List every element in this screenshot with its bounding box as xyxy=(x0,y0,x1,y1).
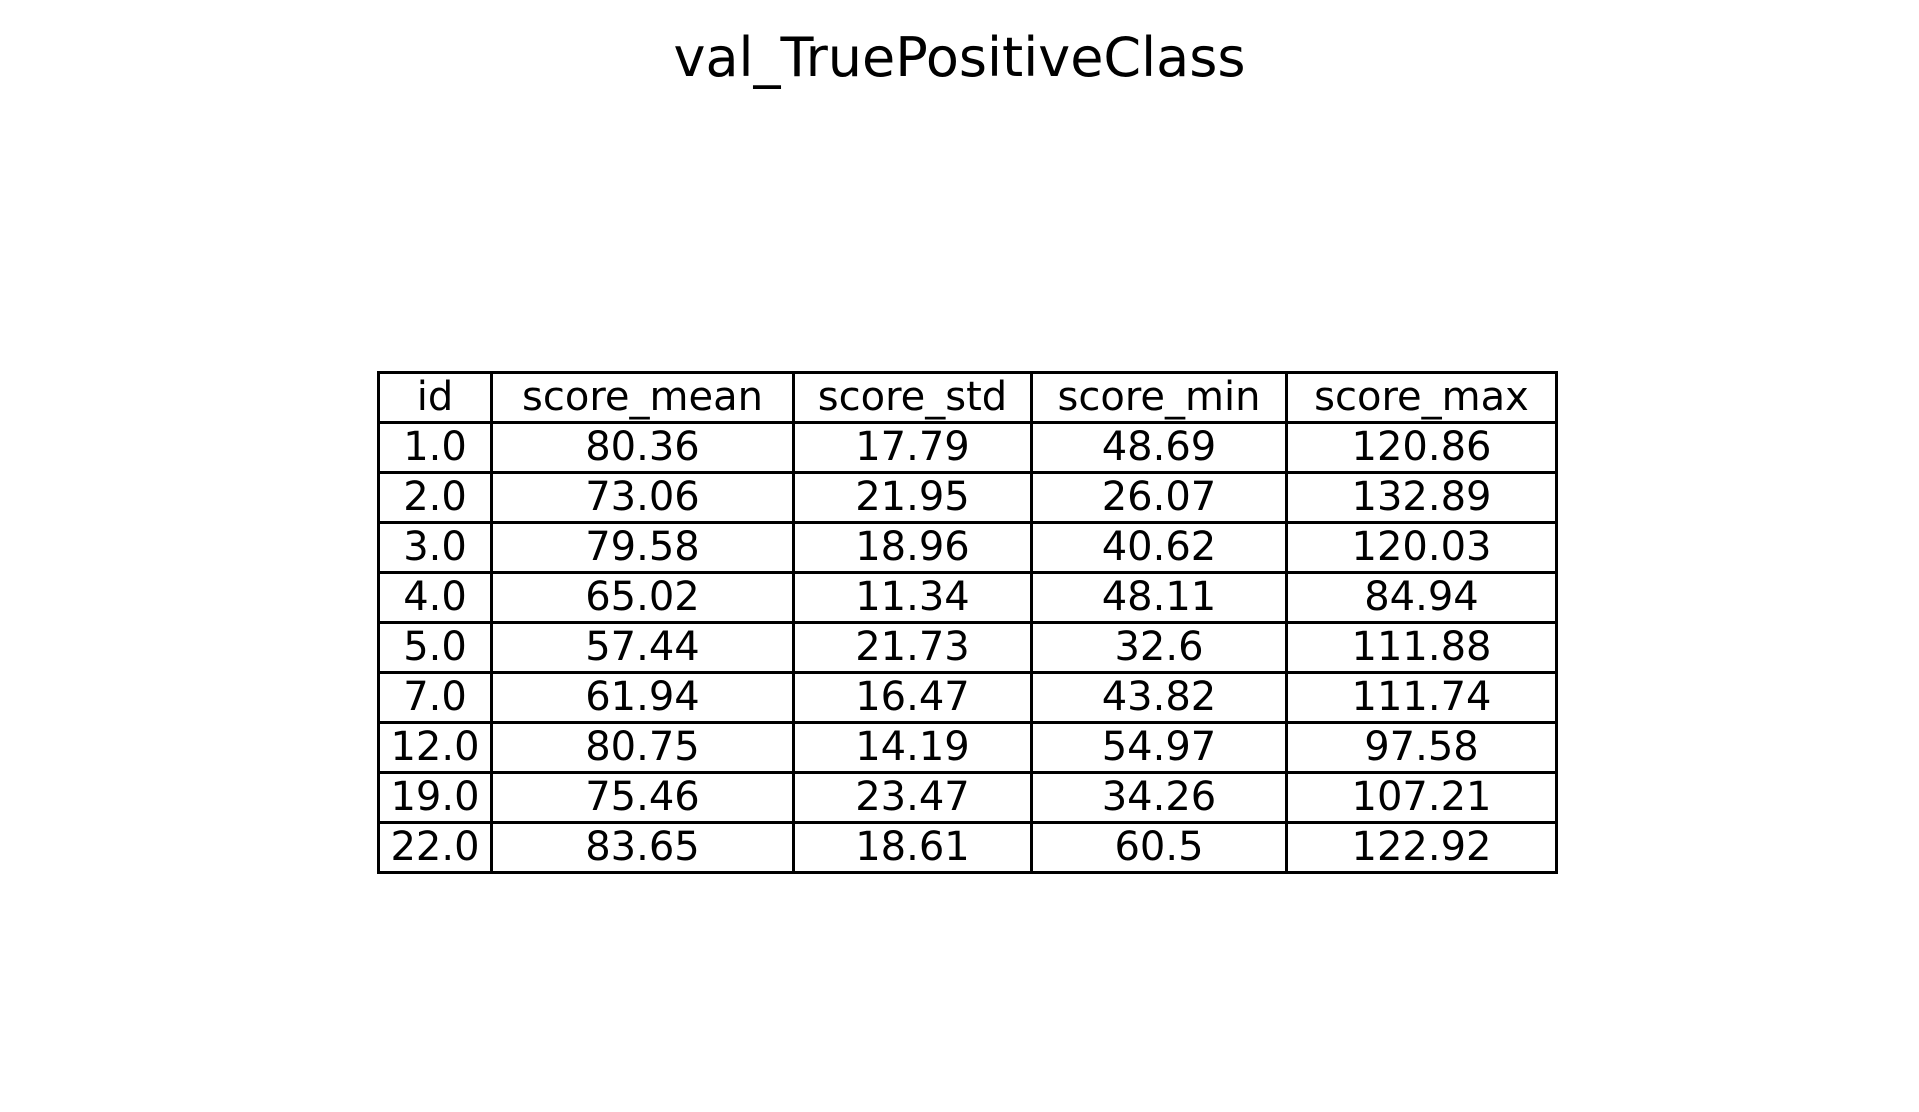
table-row: 7.0 61.94 16.47 43.82 111.74 xyxy=(377,671,1558,724)
table-cell-score-mean: 75.46 xyxy=(490,771,795,824)
table-row: 1.0 80.36 17.79 48.69 120.86 xyxy=(377,421,1558,474)
table-cell-id: 1.0 xyxy=(377,421,493,474)
table-row: 5.0 57.44 21.73 32.6 111.88 xyxy=(377,621,1558,674)
table-row: 2.0 73.06 21.95 26.07 132.89 xyxy=(377,471,1558,524)
table-cell-score-max: 111.88 xyxy=(1285,621,1558,674)
table-cell-score-min: 26.07 xyxy=(1030,471,1288,524)
table-cell-id: 22.0 xyxy=(377,821,493,874)
table-cell-score-mean: 80.36 xyxy=(490,421,795,474)
table-cell-score-std: 21.95 xyxy=(792,471,1033,524)
table-cell-score-max: 122.92 xyxy=(1285,821,1558,874)
table-cell-id: 5.0 xyxy=(377,621,493,674)
column-header-id: id xyxy=(377,371,493,424)
table-cell-score-std: 18.96 xyxy=(792,521,1033,574)
table-cell-score-min: 60.5 xyxy=(1030,821,1288,874)
table-cell-score-max: 111.74 xyxy=(1285,671,1558,724)
table-cell-score-max: 120.03 xyxy=(1285,521,1558,574)
table-cell-id: 12.0 xyxy=(377,721,493,774)
table-cell-id: 3.0 xyxy=(377,521,493,574)
table-cell-score-mean: 65.02 xyxy=(490,571,795,624)
column-header-score-std: score_std xyxy=(792,371,1033,424)
table-cell-id: 4.0 xyxy=(377,571,493,624)
table-cell-score-max: 107.21 xyxy=(1285,771,1558,824)
table-row: 4.0 65.02 11.34 48.11 84.94 xyxy=(377,571,1558,624)
table-cell-id: 2.0 xyxy=(377,471,493,524)
table-row: 22.0 83.65 18.61 60.5 122.92 xyxy=(377,821,1558,874)
table-cell-score-max: 84.94 xyxy=(1285,571,1558,624)
table-cell-score-max: 97.58 xyxy=(1285,721,1558,774)
table-cell-score-std: 21.73 xyxy=(792,621,1033,674)
table-cell-score-mean: 80.75 xyxy=(490,721,795,774)
table-cell-score-min: 34.26 xyxy=(1030,771,1288,824)
table-header-row: id score_mean score_std score_min score_max xyxy=(377,371,1558,424)
table-cell-score-mean: 61.94 xyxy=(490,671,795,724)
table-cell-score-min: 43.82 xyxy=(1030,671,1288,724)
data-table: id score_mean score_std score_min score_max … xyxy=(377,371,1558,874)
table-cell-score-mean: 73.06 xyxy=(490,471,795,524)
table-cell-score-min: 54.97 xyxy=(1030,721,1288,774)
table-cell-score-std: 17.79 xyxy=(792,421,1033,474)
table-cell-score-std: 16.47 xyxy=(792,671,1033,724)
table-cell-score-mean: 83.65 xyxy=(490,821,795,874)
column-header-score-mean: score_mean xyxy=(490,371,795,424)
table-cell-score-std: 18.61 xyxy=(792,821,1033,874)
column-header-score-max: score_max xyxy=(1285,371,1558,424)
table-cell-score-mean: 57.44 xyxy=(490,621,795,674)
table-cell-id: 19.0 xyxy=(377,771,493,824)
table-cell-score-std: 23.47 xyxy=(792,771,1033,824)
table-cell-score-max: 132.89 xyxy=(1285,471,1558,524)
table-cell-score-max: 120.86 xyxy=(1285,421,1558,474)
table-cell-id: 7.0 xyxy=(377,671,493,724)
table-row: 3.0 79.58 18.96 40.62 120.03 xyxy=(377,521,1558,574)
table-cell-score-min: 48.69 xyxy=(1030,421,1288,474)
table-cell-score-mean: 79.58 xyxy=(490,521,795,574)
table-cell-score-std: 11.34 xyxy=(792,571,1033,624)
table-row: 12.0 80.75 14.19 54.97 97.58 xyxy=(377,721,1558,774)
table-cell-score-min: 40.62 xyxy=(1030,521,1288,574)
table-row: 19.0 75.46 23.47 34.26 107.21 xyxy=(377,771,1558,824)
column-header-score-min: score_min xyxy=(1030,371,1288,424)
table-cell-score-std: 14.19 xyxy=(792,721,1033,774)
chart-title: val_TruePositiveClass xyxy=(673,26,1246,89)
table-cell-score-min: 32.6 xyxy=(1030,621,1288,674)
table-cell-score-min: 48.11 xyxy=(1030,571,1288,624)
